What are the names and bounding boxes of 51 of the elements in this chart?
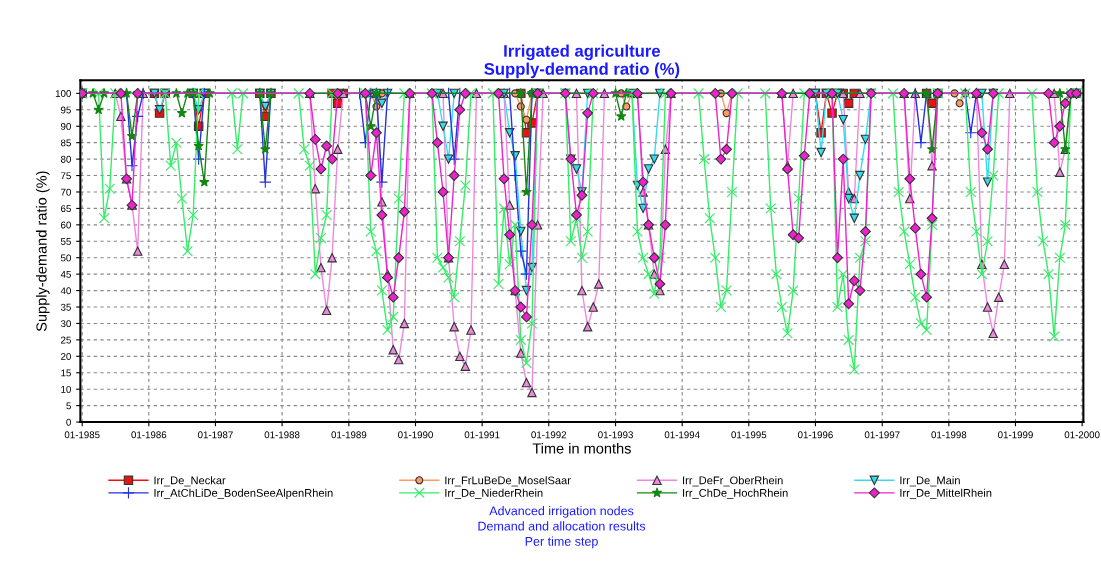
x-tick-label: 01-1993 <box>598 431 633 439</box>
y-tick-label: 55 <box>60 238 71 245</box>
y-tick-label: 85 <box>60 139 71 147</box>
y-tick-label: 45 <box>60 270 71 278</box>
x-tick-label: 01-1994 <box>664 431 700 439</box>
x-tick-label: 01-1987 <box>197 431 233 439</box>
legend-label: Irr_FrLuBeDe_MoselSaar <box>445 476 571 487</box>
y-tick-label: 75 <box>61 172 71 180</box>
y-tick-label: 5 <box>66 402 71 410</box>
y-tick-label: 90 <box>60 122 71 130</box>
x-axis-title: Time in months <box>532 442 631 454</box>
y-tick-label: 100 <box>55 90 71 97</box>
y-tick-label: 50 <box>60 254 71 262</box>
x-tick-label: 01-1992 <box>531 431 567 439</box>
y-tick-label: 60 <box>61 221 71 229</box>
x-tick-label: 01-1996 <box>797 431 833 439</box>
legend-label: Irr_ChDe_HochRhein <box>683 488 788 499</box>
legend-label: Irr_De_MittelRhein <box>900 488 992 499</box>
y-tick-label: 30 <box>60 320 71 328</box>
y-tick-label: 40 <box>60 287 71 295</box>
x-tick-label: 01-1997 <box>864 431 900 439</box>
x-tick-label: 01-1998 <box>931 431 967 439</box>
y-tick-label: 10 <box>61 385 71 393</box>
y-axis-title: Supply-demand ratio (%) <box>35 171 50 332</box>
x-tick-label: 01-1988 <box>264 431 300 439</box>
y-tick-label: 25 <box>61 336 71 344</box>
chart-title: Irrigated agriculture Supply-demand ratio (%) <box>484 44 680 79</box>
legend-label: Irr_De_NiederRhein <box>445 488 543 499</box>
x-tick-label: 01-1999 <box>998 431 1033 439</box>
legend-label: Irr_De_Main <box>900 476 960 487</box>
y-tick-label: 65 <box>61 205 71 213</box>
y-tick-label: 20 <box>61 353 71 360</box>
x-tick-label: 01-1985 <box>64 431 100 439</box>
x-tick-label: 01-1991 <box>464 431 500 439</box>
x-tick-label: 01-1995 <box>731 431 767 439</box>
x-tick-label: 01-1989 <box>331 431 367 439</box>
y-tick-label: 95 <box>60 106 71 114</box>
y-tick-label: 35 <box>60 303 71 311</box>
y-tick-label: 70 <box>61 188 71 196</box>
y-tick-label: 15 <box>61 369 71 377</box>
text: Per time step <box>525 536 598 549</box>
text: Advanced irrigation nodes <box>489 506 634 518</box>
x-tick-label: 01-1990 <box>398 431 433 439</box>
text: Demand and allocation results <box>478 521 646 531</box>
y-tick-label: 0 <box>66 418 71 426</box>
legend-label: Irr_DeFr_OberRhein <box>683 476 783 487</box>
legend-label: Irr_AtChLiDe_BodenSeeAlpenRhein <box>154 488 333 500</box>
x-tick-label: 01-1986 <box>131 431 167 439</box>
x-tick-label: 01-2000 <box>1064 431 1100 439</box>
legend-label: Irr_De_Neckar <box>154 476 226 487</box>
y-tick-label: 80 <box>60 155 71 163</box>
